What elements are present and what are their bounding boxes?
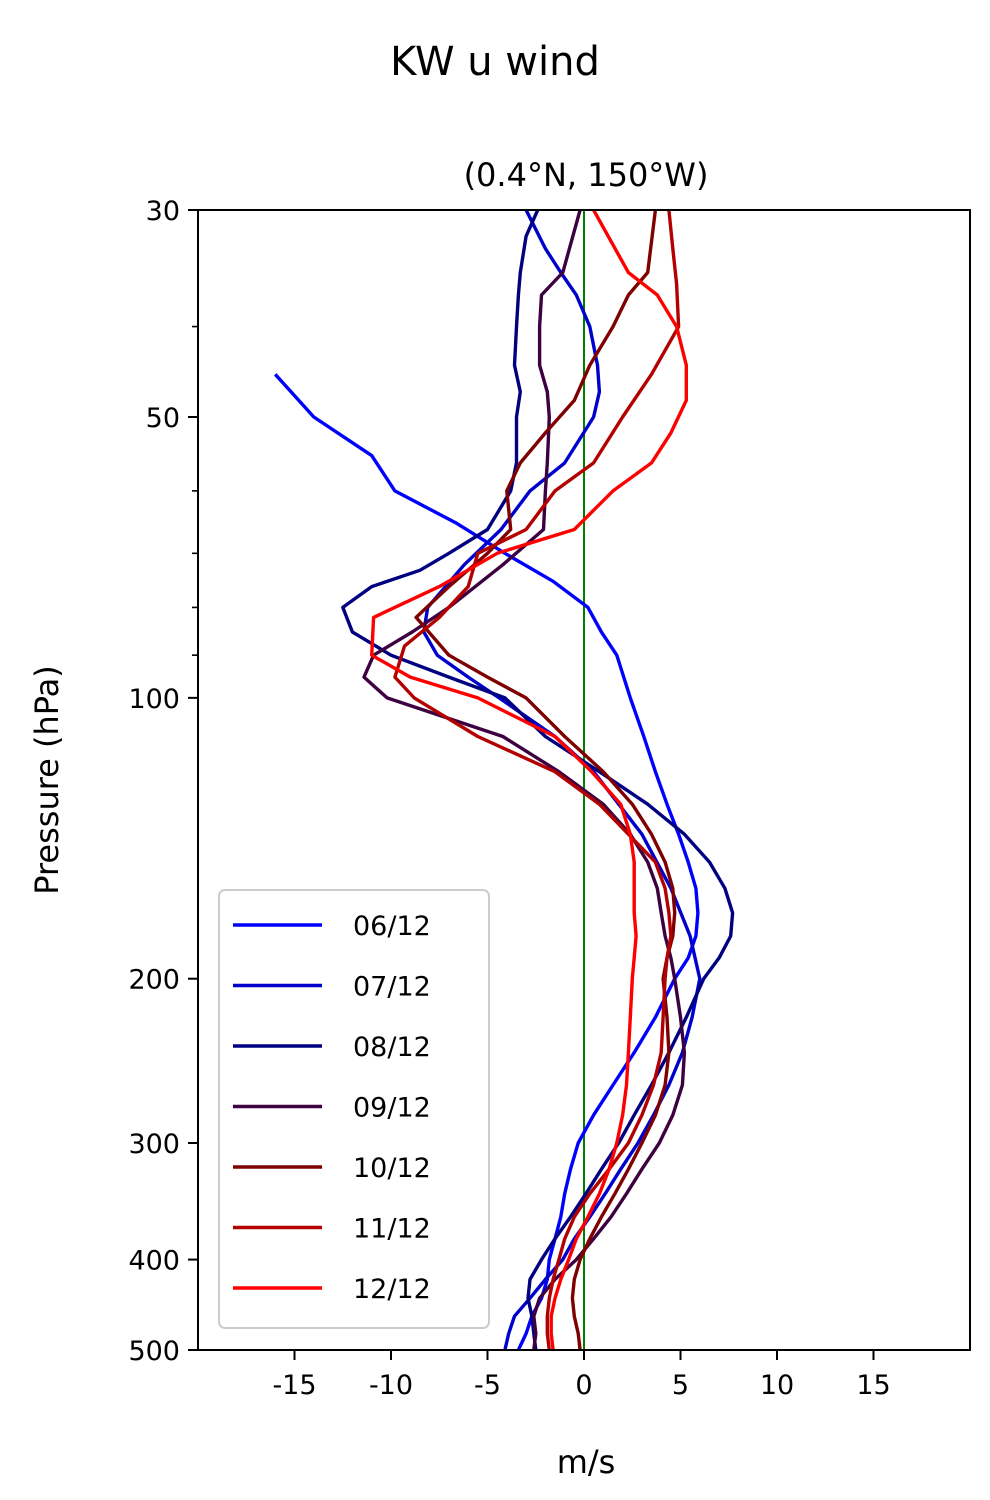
series-line-4 xyxy=(362,210,687,1350)
y-tick-label: 30 xyxy=(146,196,180,227)
x-tick-label: 0 xyxy=(575,1370,592,1401)
legend-entry: 08/12 xyxy=(233,1032,431,1063)
series-line-3 xyxy=(341,210,735,1350)
series-line-7 xyxy=(370,210,688,1350)
legend-label: 09/12 xyxy=(353,1093,431,1124)
x-tick-label: -5 xyxy=(474,1370,501,1401)
legend-entry: 10/12 xyxy=(233,1153,431,1184)
y-tick-label: 300 xyxy=(128,1129,180,1160)
legend-entry: 06/12 xyxy=(233,911,431,942)
series-line-5 xyxy=(414,210,677,1350)
y-tick-label: 100 xyxy=(128,684,180,715)
legend-label: 12/12 xyxy=(353,1274,431,1305)
chart-title: (0.4°N, 150°W) xyxy=(464,156,709,194)
x-tick-label: 5 xyxy=(672,1370,689,1401)
y-axis-label: Pressure (hPa) xyxy=(28,665,66,895)
legend-label: 11/12 xyxy=(353,1214,431,1245)
x-tick-label: 10 xyxy=(760,1370,794,1401)
series-line-6 xyxy=(393,210,681,1350)
legend-label: 08/12 xyxy=(353,1032,431,1063)
legend-entry: 07/12 xyxy=(233,972,431,1003)
y-tick-label: 200 xyxy=(128,965,180,996)
legend-entry: 12/12 xyxy=(233,1274,431,1305)
y-tick-label: 50 xyxy=(146,403,180,434)
x-tick-label: -10 xyxy=(369,1370,413,1401)
plot-area xyxy=(197,209,971,1351)
x-tick-label: 15 xyxy=(856,1370,890,1401)
y-tick-label: 400 xyxy=(128,1246,180,1277)
legend-entry: 09/12 xyxy=(233,1093,431,1124)
chart-suptitle: KW u wind xyxy=(390,39,600,85)
legend-label: 10/12 xyxy=(353,1153,431,1184)
legend-label: 06/12 xyxy=(353,911,431,942)
x-axis-label: m/s xyxy=(557,1443,616,1481)
legend-label: 07/12 xyxy=(353,972,431,1003)
legend-box xyxy=(218,889,490,1329)
y-tick-label: 500 xyxy=(128,1336,180,1367)
legend-entry: 11/12 xyxy=(233,1214,431,1245)
x-tick-label: -15 xyxy=(272,1370,316,1401)
x-axis-ticks: -15 -10 -5 0 5 10 15 xyxy=(272,1350,891,1401)
legend: 06/12 07/12 08/12 09/12 10/12 11/12 12/12 xyxy=(218,889,490,1329)
y-axis-ticks: 30 50 100 200 300 400 500 xyxy=(128,196,198,1367)
series-lines xyxy=(273,210,735,1350)
